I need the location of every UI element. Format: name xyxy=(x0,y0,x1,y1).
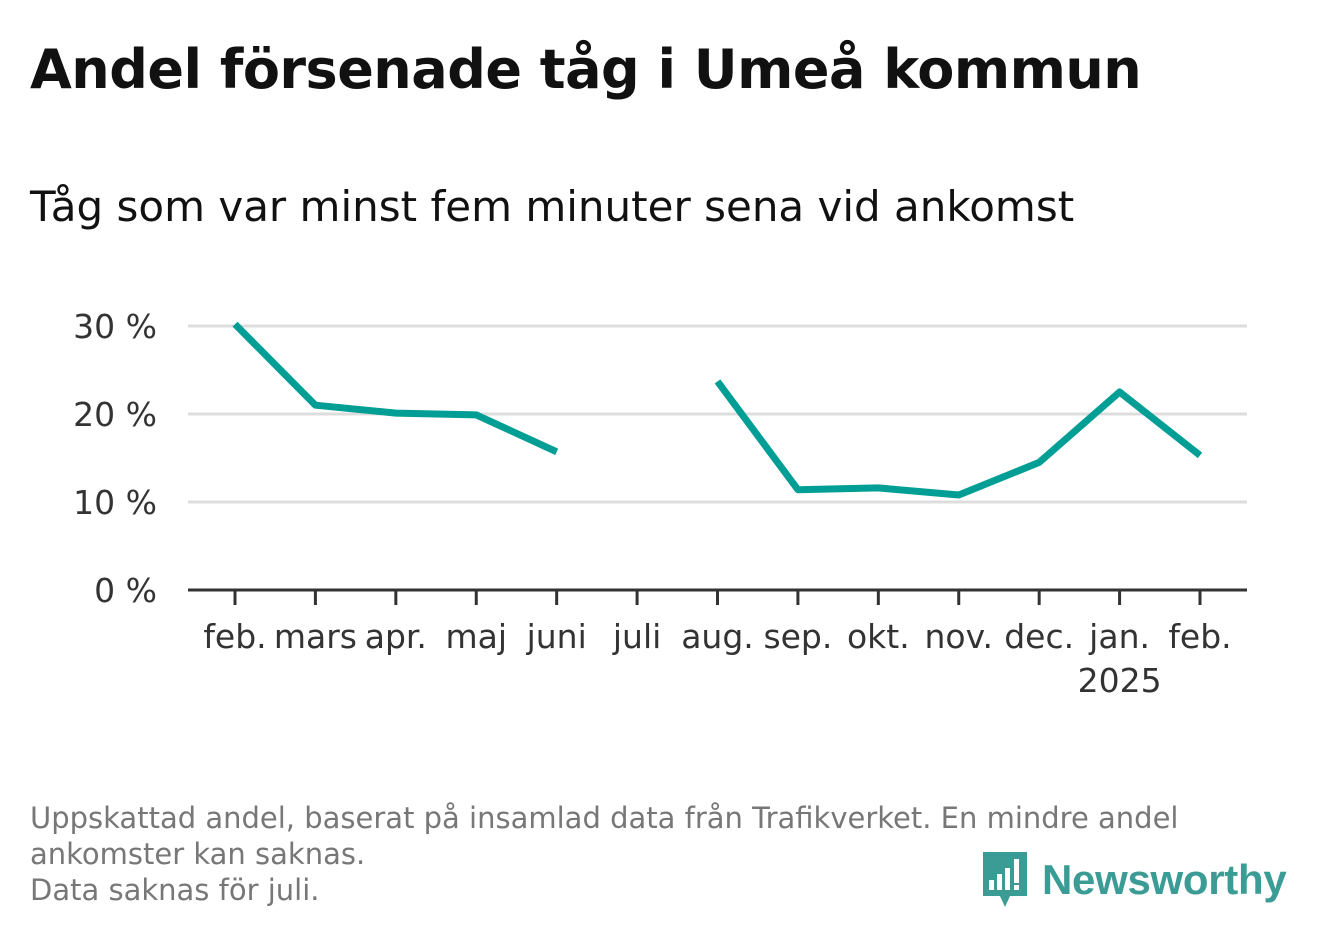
x-tick-label: dec. xyxy=(1004,617,1074,656)
y-tick-label: 30 % xyxy=(73,307,157,346)
line-chart: 0 %10 %20 %30 % feb. mars apr. maj juni juli a… xyxy=(73,307,1247,700)
x-tick-label: juli xyxy=(612,617,661,656)
series-lines xyxy=(232,321,1203,499)
x-tick-label: jan. xyxy=(1088,617,1150,656)
y-axis-labels: 0 % 10 % 20 % 30 % xyxy=(73,307,157,610)
chart-subtitle: Tåg som var minst fem minuter sena vid a… xyxy=(30,182,1075,231)
x-tick-label: sep. xyxy=(763,617,832,656)
x-axis-labels: feb. mars apr. maj juni juli aug. sep. okt. nov. d… xyxy=(203,617,1231,700)
series-line-segment xyxy=(714,379,1203,499)
x-tick-label: apr. xyxy=(365,617,427,656)
footnote-line-2: ankomster kan saknas. xyxy=(30,837,366,871)
x-tick-label: feb. xyxy=(1168,617,1231,656)
chart-title: Andel försenade tåg i Umeå kommun xyxy=(30,38,1142,101)
x-tick-label: okt. xyxy=(847,617,910,656)
y-tick-label: 10 % xyxy=(73,483,157,522)
x-tick-label: nov. xyxy=(924,617,993,656)
x-tick-label: aug. xyxy=(681,617,754,656)
footnote-line-1: Uppskattad andel, baserat på insamlad da… xyxy=(30,801,1179,835)
x-tick-label: mars xyxy=(274,617,357,656)
footnote-line-3: Data saknas för juli. xyxy=(30,873,320,907)
x-tick-label: feb. xyxy=(203,617,266,656)
x-tick-sublabel: 2025 xyxy=(1078,661,1162,700)
x-tick-label: juni xyxy=(526,617,587,656)
series-line-segment xyxy=(232,321,559,455)
y-tick-label: 20 % xyxy=(73,395,157,434)
gridlines xyxy=(188,324,1247,504)
y-tick-label: 0 % xyxy=(94,571,157,610)
x-axis-ticks xyxy=(233,590,1202,605)
brand-name: Newsworthy xyxy=(1042,856,1287,903)
brand-logo: Newsworthy xyxy=(980,850,1287,910)
x-tick-label: maj xyxy=(445,617,507,656)
newsworthy-logo-icon xyxy=(983,852,1027,907)
footnote: Uppskattad andel, baserat på insamlad da… xyxy=(30,800,1280,908)
